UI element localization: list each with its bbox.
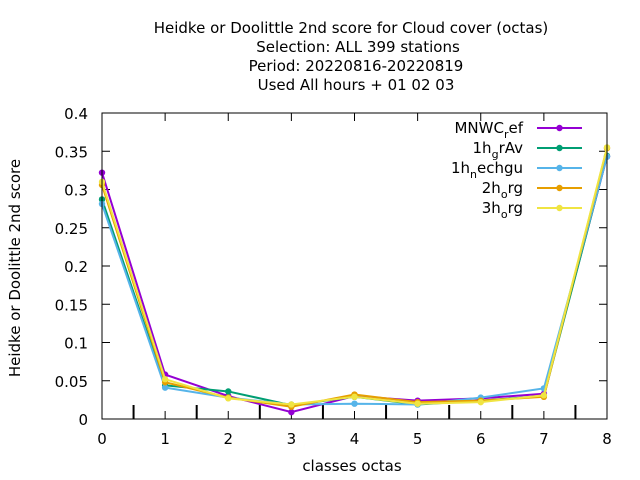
tick-labels: 0 0.05 0.1 0.15 0.2 0.25 0.3 0.35 0.4 0 1 2 3 4 5 6 7 8 (55, 105, 612, 448)
data-point (540, 392, 548, 399)
legend-label: MNWCref (454, 119, 523, 141)
x-axis-label: classes octas (302, 457, 402, 475)
title-line-1: Heidke or Doolittle 2nd score for Cloud … (154, 19, 549, 37)
legend-label: 1hgrAv (473, 139, 524, 161)
plot-frame (101, 112, 608, 420)
data-point (161, 376, 169, 383)
series-line (101, 147, 608, 406)
legend-item: 1hnechgu (451, 159, 582, 181)
y-tick-label: 0.35 (55, 143, 88, 161)
legend-marker (556, 204, 563, 212)
data-point (351, 400, 358, 407)
legend-item: 1hgrAv (473, 139, 582, 161)
x-tick-label: 4 (350, 430, 360, 448)
legend-marker (556, 184, 563, 192)
legend-marker (556, 144, 563, 152)
data-point (225, 395, 232, 402)
series-line (101, 156, 608, 414)
title-line-2: Selection: ALL 399 stations (256, 38, 460, 56)
legend-marker (556, 164, 563, 172)
series-line (101, 156, 608, 406)
axis-ticks (101, 112, 608, 420)
legend-item: 3horg (482, 199, 582, 221)
y-tick-label: 0.15 (55, 296, 88, 314)
series-4 (98, 144, 611, 410)
y-tick-label: 0.1 (64, 335, 88, 353)
x-tick-label: 5 (413, 430, 423, 448)
title-line-4: Used All hours + 01 02 03 (258, 76, 455, 94)
x-tick-label: 0 (97, 430, 107, 448)
x-tick-label: 6 (476, 430, 486, 448)
legend-label: 2horg (482, 179, 523, 201)
x-tick-label: 7 (539, 430, 549, 448)
y-tick-label: 0.4 (64, 105, 88, 123)
y-axis-label: Heidke or Doolittle 2nd score (6, 159, 24, 377)
data-point (351, 393, 358, 401)
data-point (288, 401, 295, 408)
x-tick-label: 8 (602, 430, 612, 448)
series-3 (98, 153, 611, 408)
series-1 (98, 153, 611, 416)
x-tick-label: 1 (160, 430, 170, 448)
data-point (161, 384, 169, 391)
legend-item: MNWCref (454, 119, 582, 141)
legend-label: 3horg (482, 199, 523, 221)
series-lines (98, 144, 611, 416)
chart-title: Heidke or Doolittle 2nd score for Cloud … (154, 19, 549, 94)
y-tick-label: 0 (78, 411, 88, 429)
y-tick-label: 0.2 (64, 258, 88, 276)
series-line (101, 155, 608, 407)
data-point (288, 408, 295, 416)
legend-label: 1hnechgu (451, 159, 523, 181)
data-point (414, 400, 421, 407)
data-point (225, 388, 232, 395)
legend-item: 2horg (482, 179, 582, 201)
series-5 (98, 144, 611, 408)
title-line-3: Period: 20220816-20220819 (249, 57, 464, 75)
x-tick-label: 2 (223, 430, 233, 448)
y-tick-label: 0.05 (55, 373, 88, 391)
data-point (477, 398, 484, 406)
y-tick-label: 0.3 (64, 182, 88, 200)
series-line (101, 147, 608, 408)
legend-marker (556, 124, 563, 132)
y-tick-label: 0.25 (55, 220, 88, 238)
x-tick-label: 3 (287, 430, 297, 448)
series-2 (98, 152, 611, 409)
